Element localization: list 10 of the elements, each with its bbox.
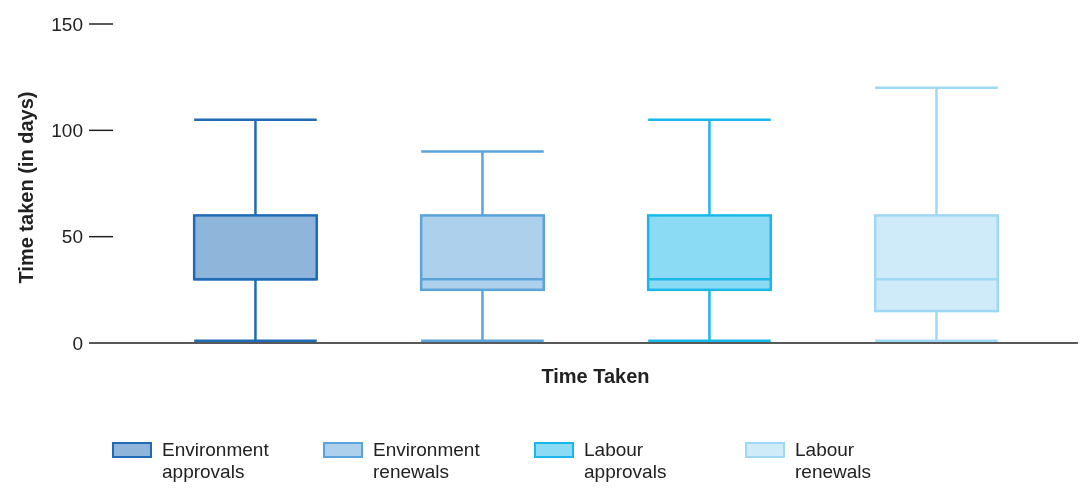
legend-label: Labour approvals [584, 439, 668, 483]
y-tick-label: 100 [51, 120, 83, 142]
legend-label: Labour renewals [795, 439, 873, 483]
y-axis-title: Time taken (in days) [15, 91, 38, 284]
y-tick-label: 50 [61, 226, 83, 248]
y-tick-label: 150 [51, 13, 83, 35]
legend-label: Environment renewals [373, 439, 481, 483]
legend-label: Environment approvals [162, 439, 270, 483]
x-axis-title: Time Taken [541, 365, 650, 387]
y-tick-label: 0 [72, 332, 83, 354]
